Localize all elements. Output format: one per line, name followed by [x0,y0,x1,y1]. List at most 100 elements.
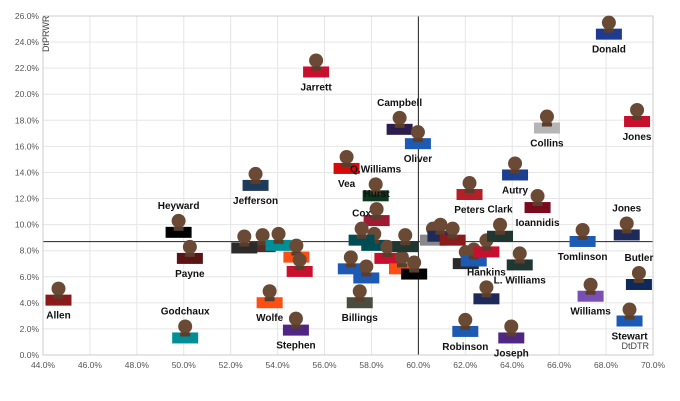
x-tick-label: 58.0% [359,360,384,370]
head-shape [508,156,523,171]
neck-shape [273,239,284,244]
head-shape [51,281,66,296]
jersey-shape [362,190,389,202]
x-tick-label: 66.0% [547,360,572,370]
head-shape [262,284,277,299]
jersey-shape [487,230,514,242]
head-shape [248,166,263,181]
player-label: Donald [592,45,626,56]
neck-shape [184,252,195,257]
player-marker [286,252,313,277]
player-marker: Collins [530,109,564,150]
neck-shape [382,252,393,257]
player-marker [337,250,364,275]
neck-shape [506,332,517,337]
player-marker: Donald [592,15,626,56]
head-shape [354,221,369,236]
player-label: Butler [624,253,653,264]
neck-shape [633,278,644,283]
head-shape [368,177,383,192]
neck-shape [603,28,614,33]
neck-shape [400,241,411,246]
neck-shape [370,190,381,195]
head-shape [271,226,286,241]
head-shape [398,228,413,243]
jersey-shape [282,324,309,336]
neck-shape [464,189,475,194]
head-shape [369,202,384,217]
neck-shape [624,315,635,320]
x-tick-labels: 44.0% 46.0% 48.0% 50.0% 52.0% 54.0% 56.0% 58.0%… [31,360,666,370]
player-marker [374,239,401,264]
player-marker: Allen [45,281,72,322]
player-marker: Billings [342,284,378,324]
jersey-shape [353,272,380,284]
x-tick-label: 70.0% [641,360,666,370]
x-axis-label: DtDTR [622,341,650,351]
neck-shape [180,332,191,337]
neck-shape [532,202,543,207]
neck-shape [294,265,305,270]
plot-frame [42,15,654,356]
jersey-shape [256,297,283,309]
player-label: Jones [623,132,652,143]
y-tick-label: 10.0% [15,220,40,230]
x-tick-label: 44.0% [31,360,56,370]
neck-shape [264,297,275,302]
y-tick-label: 14.0% [15,167,40,177]
jersey-shape [333,162,360,174]
jersey-shape [231,242,258,254]
jersey-shape [392,241,419,253]
player-marker: Peters [454,176,485,216]
player-label: Autry [502,185,529,196]
x-tick-label: 52.0% [219,360,244,370]
x-tick-label: 62.0% [453,360,478,370]
jersey-shape [401,268,428,280]
reference-lines [43,16,653,355]
jersey-shape [303,66,330,78]
player-label: Peters [454,205,485,216]
jersey-shape [569,235,596,247]
player-marker: Stephen [276,311,316,352]
neck-shape [239,242,250,247]
head-shape [479,280,494,295]
neck-shape [412,138,423,143]
head-shape [309,53,324,68]
player-marker: Jefferson [233,166,278,207]
neck-shape [514,259,525,264]
neck-shape [396,263,407,268]
player-marker: Jones [612,203,642,241]
jersey-shape [386,123,413,135]
neck-shape [468,255,479,260]
x-tick-label: 54.0% [266,360,291,370]
y-tick-label: 26.0% [15,11,40,21]
neck-shape [435,230,446,235]
jersey-shape [439,234,466,246]
neck-shape [447,234,458,239]
player-label: Campbell [377,98,422,109]
player-label: Oliver [404,154,432,165]
head-shape [539,109,554,124]
player-marker: Robinson [442,312,488,353]
head-shape [255,228,270,243]
player-label: Ioannidis [516,218,560,229]
neck-shape [460,325,471,330]
neck-shape [341,162,352,167]
jersey-shape [45,294,72,306]
player-marker [401,255,428,280]
neck-shape [345,263,356,268]
player-label: Vea [338,179,356,190]
player-marker: Q.Williams [350,164,402,202]
player-marker: Hurst [364,189,391,227]
jersey-shape [374,252,401,264]
player-label: Hurst [364,189,391,200]
y-tick-label: 22.0% [15,63,40,73]
x-tick-label: 60.0% [406,360,431,370]
neck-shape [481,293,492,298]
player-marker: Jarrett [301,53,332,93]
neck-shape [291,251,302,256]
jersey-shape [506,259,533,271]
neck-shape [371,215,382,220]
player-label: Cox [352,209,371,220]
player-marker: Tomlinson [558,222,608,263]
